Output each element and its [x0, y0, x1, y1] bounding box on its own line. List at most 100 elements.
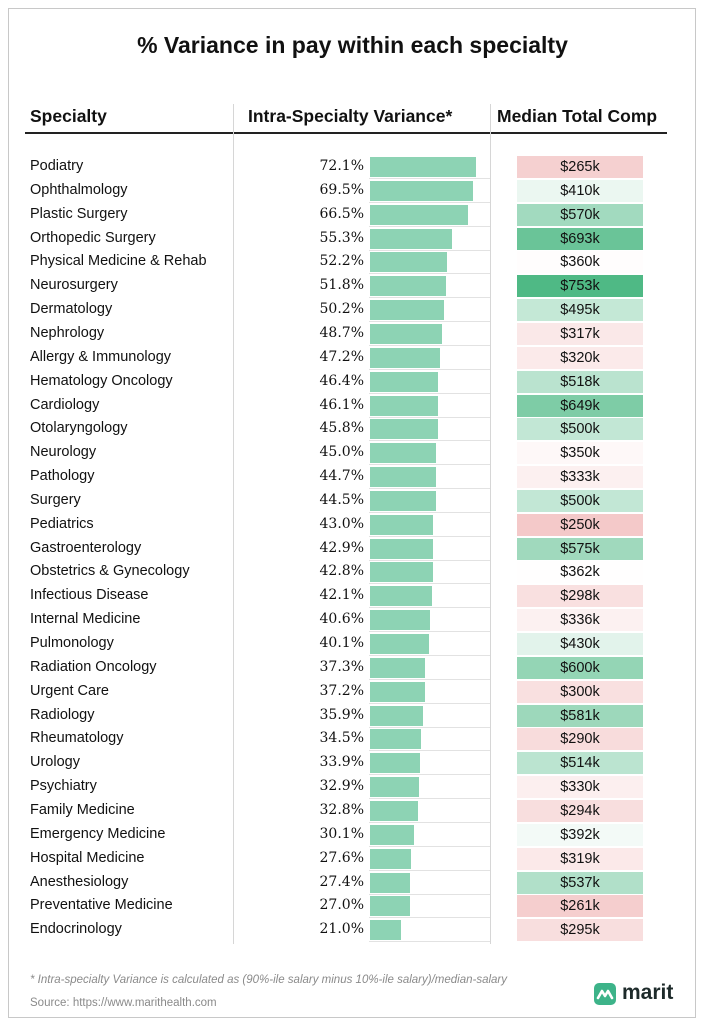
specialty-label: Neurosurgery [30, 277, 118, 294]
variance-bar-cell [369, 298, 490, 323]
specialty-label: Pathology [30, 468, 95, 485]
median-comp-cell: $649k [517, 394, 643, 417]
median-comp-cell: $500k [517, 489, 643, 512]
variance-bar [370, 204, 469, 225]
table-row: Gastroenterology 42.9% $575k [0, 537, 705, 561]
variance-value-label: 35.9% [319, 706, 364, 723]
median-comp-cell: $300k [517, 680, 643, 703]
variance-bar-cell [369, 370, 490, 394]
variance-bar [370, 610, 430, 631]
variance-bar-cell [369, 227, 490, 251]
specialty-label: Orthopedic Surgery [30, 229, 156, 246]
variance-value-label: 42.8% [319, 563, 364, 580]
table-row: Infectious Disease 42.1% $298k [0, 584, 705, 609]
specialty-label: Radiation Oncology [30, 658, 157, 675]
logo-text: marit [622, 981, 674, 1004]
variance-bar [370, 347, 440, 368]
table-row: Podiatry 72.1% $265k [0, 155, 705, 179]
specialty-label: Urology [30, 754, 80, 771]
variance-value-label: 44.5% [319, 491, 364, 508]
median-comp-cell: $410k [517, 179, 643, 202]
specialty-label: Hospital Medicine [30, 849, 145, 866]
variance-value-label: 27.6% [319, 849, 364, 866]
variance-bar-cell [369, 751, 490, 776]
table-row: Neurology 45.0% $350k [0, 441, 705, 466]
table-row: Otolaryngology 45.8% $500k [0, 417, 705, 442]
specialty-label: Anesthesiology [30, 873, 129, 890]
median-comp-cell: $753k [517, 275, 643, 298]
variance-bar [370, 848, 411, 869]
marit-logo-icon [594, 983, 616, 1005]
table-row: Urology 33.9% $514k [0, 751, 705, 776]
variance-value-label: 34.5% [319, 730, 364, 747]
variance-bar [370, 490, 436, 511]
variance-bar-cell [369, 394, 490, 418]
variance-bar [370, 824, 415, 845]
median-comp-cell: $537k [517, 871, 643, 894]
variance-bar [370, 777, 419, 798]
table-row: Ophthalmology 69.5% $410k [0, 179, 705, 203]
variance-value-label: 42.9% [319, 539, 364, 556]
variance-bar [370, 252, 447, 273]
median-comp-cell: $317k [517, 322, 643, 345]
variance-bar [370, 753, 420, 774]
variance-bar [370, 467, 436, 488]
specialty-label: Gastroenterology [30, 539, 142, 556]
table-row: Cardiology 46.1% $649k [0, 394, 705, 418]
variance-bar-cell [369, 560, 490, 585]
chart-title: % Variance in pay within each specialty [137, 32, 568, 58]
variance-bar [370, 920, 401, 941]
specialty-label: Urgent Care [30, 682, 109, 699]
variance-value-label: 27.0% [319, 897, 364, 914]
specialty-label: Cardiology [30, 396, 100, 413]
footnote: * Intra-specialty Variance is calculated… [30, 974, 508, 986]
variance-bar-cell [369, 441, 490, 466]
variance-bar [370, 896, 410, 917]
variance-bar-cell [369, 346, 490, 370]
table-row: Rheumatology 34.5% $290k [0, 727, 705, 752]
median-comp-cell: $336k [517, 609, 643, 632]
specialty-label: Allergy & Immunology [30, 348, 172, 365]
median-comp-cell: $495k [517, 299, 643, 322]
median-comp-cell: $514k [517, 752, 643, 775]
variance-bar [370, 157, 477, 177]
specialty-label: Physical Medicine & Rehab [30, 253, 207, 270]
specialty-label: Dermatology [30, 301, 113, 318]
variance-value-label: 33.9% [319, 754, 364, 771]
variance-bar-cell [369, 799, 490, 823]
median-comp-cell: $265k [517, 156, 643, 178]
specialty-label: Nephrology [30, 324, 105, 341]
median-comp-cell: $333k [517, 466, 643, 489]
specialty-label: Family Medicine [30, 801, 135, 818]
variance-bar [370, 443, 437, 464]
specialty-label: Obstetrics & Gynecology [30, 563, 190, 580]
specialty-label: Surgery [30, 491, 81, 508]
table-row: Orthopedic Surgery 55.3% $693k [0, 227, 705, 251]
header-rule [25, 132, 667, 134]
variance-bar-cell [369, 727, 490, 752]
specialty-label: Otolaryngology [30, 420, 128, 437]
table-row: Anesthesiology 27.4% $537k [0, 871, 705, 895]
marit-logo: marit [594, 981, 684, 1007]
variance-bar [370, 657, 426, 678]
variance-value-label: 47.2% [319, 348, 364, 365]
variance-value-label: 21.0% [319, 921, 364, 938]
variance-bar [370, 705, 423, 726]
variance-bar-cell [369, 322, 490, 346]
specialty-label: Preventative Medicine [30, 897, 173, 914]
table-row: Plastic Surgery 66.5% $570k [0, 203, 705, 227]
variance-value-label: 37.3% [319, 658, 364, 675]
variance-bar [370, 371, 439, 392]
median-comp-cell: $360k [517, 251, 643, 274]
median-comp-cell: $518k [517, 370, 643, 393]
table-row: Pathology 44.7% $333k [0, 465, 705, 490]
table-row: Obstetrics & Gynecology 42.8% $362k [0, 560, 705, 585]
variance-bar [370, 586, 433, 607]
table-row: Emergency Medicine 30.1% $392k [0, 823, 705, 847]
variance-bar-cell [369, 704, 490, 728]
variance-bar-cell [369, 274, 490, 299]
variance-bar [370, 634, 430, 654]
variance-bar-cell [369, 632, 490, 656]
source-text: Source: https://www.marithealth.com [30, 997, 217, 1009]
variance-bar [370, 323, 442, 344]
